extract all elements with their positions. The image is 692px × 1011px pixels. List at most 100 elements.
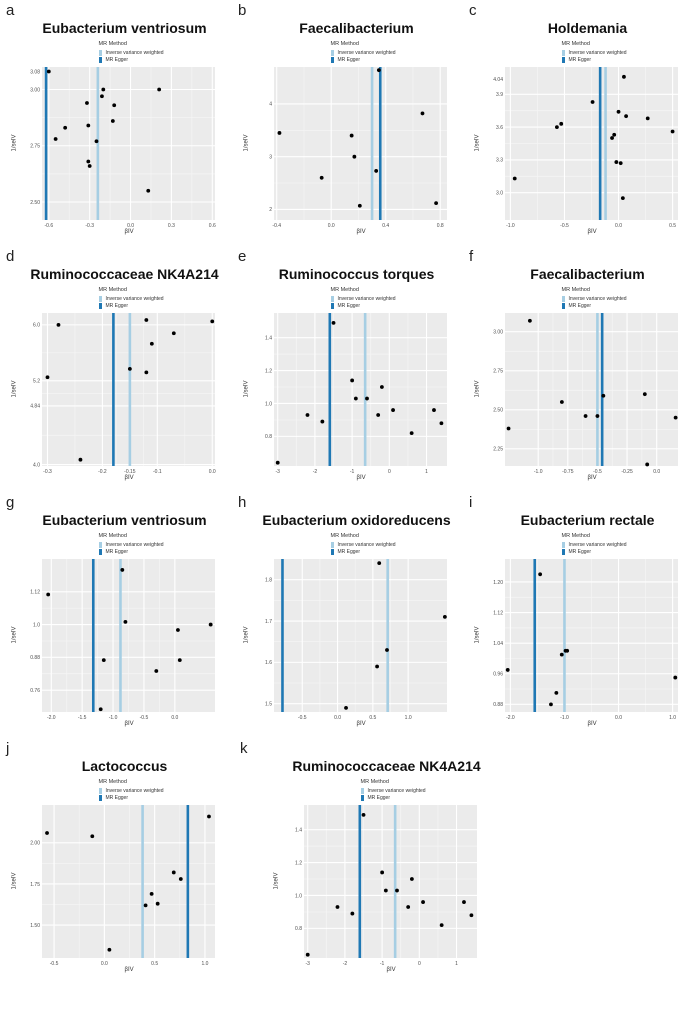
legend-swatch	[330, 303, 334, 309]
data-point	[120, 568, 125, 572]
panel-letter: c	[469, 2, 477, 19]
data-point	[87, 164, 92, 168]
panel-letter: i	[469, 494, 473, 511]
legend-entry: Inverse variance weighted	[98, 296, 164, 303]
x-tick-label: 1	[455, 961, 458, 967]
data-point	[565, 648, 570, 653]
legend: MR Method Inverse variance weighted MR Egg…	[98, 779, 164, 802]
data-point	[590, 100, 595, 104]
legend-label: Inverse variance weighted	[105, 787, 164, 794]
data-point	[395, 888, 399, 893]
y-tick-label: 3.3	[496, 158, 503, 164]
x-tick-label: -0.5	[50, 961, 59, 967]
data-point	[357, 203, 362, 208]
x-tick-label: 0.0	[328, 223, 335, 229]
x-tick-label: 0.0	[127, 223, 134, 229]
chart-panel-h: h Eubacterium oxidoreducens MR Method Inver…	[232, 492, 461, 735]
y-axis-label: 1/seIV	[474, 625, 481, 644]
x-tick-label: 0.0	[615, 223, 622, 229]
chart-panel-f: f Faecalibacterium MR Method Inverse varian…	[463, 246, 692, 489]
legend: MR Method Inverse variance weighted MR Egg…	[330, 287, 396, 310]
panel-letter: k	[240, 740, 248, 757]
legend: MR Method Inverse variance weighted MR Egg…	[98, 287, 164, 310]
data-point	[94, 139, 99, 144]
plot-svg: -0.5 0.0 0.5 1.0 1.5 1.6 1.7 1.8	[265, 559, 447, 721]
legend-label: MR Egger	[337, 302, 361, 309]
data-point	[56, 322, 61, 327]
data-point	[177, 658, 182, 662]
panel-letter: f	[469, 248, 474, 265]
panel-title: Lactococcus	[81, 758, 168, 774]
x-tick-label: 0.0	[615, 715, 622, 721]
legend-entry: MR Egger	[330, 549, 396, 556]
legend-label: MR Egger	[105, 56, 129, 63]
chart-panel-b: b Faecalibacterium MR Method Inverse varian…	[232, 0, 461, 243]
data-point	[432, 408, 436, 412]
data-point	[469, 913, 474, 918]
plot-svg: -2.0 -1.5 -1.0 -0.5 0.0 0.76 0.88 1.0 1.12	[30, 559, 215, 721]
data-point	[144, 370, 149, 375]
y-axis-label: 1/seIV	[474, 133, 481, 152]
x-tick-label: -0.75	[562, 469, 574, 475]
data-point	[63, 125, 68, 130]
data-point	[154, 669, 159, 673]
x-tick-label: -0.3	[85, 223, 94, 229]
data-point	[380, 870, 385, 875]
data-point	[583, 414, 588, 418]
legend-title: MR Method	[330, 41, 359, 47]
legend-label: Inverse variance weighted	[568, 295, 627, 302]
y-tick-label: 1.20	[493, 580, 503, 586]
data-point	[538, 572, 543, 577]
legend-label: MR Egger	[367, 794, 391, 801]
x-tick-label: -0.2	[98, 469, 107, 475]
plot-area	[274, 67, 447, 220]
legend-entry: Inverse variance weighted	[330, 542, 396, 549]
legend-label: MR Egger	[568, 302, 592, 309]
y-axis-label: 1/seIV	[474, 379, 481, 398]
y-tick-label: 1.4	[295, 827, 302, 833]
data-point	[377, 561, 382, 566]
x-axis-label: βIV	[587, 721, 597, 727]
legend: MR Method Inverse variance weighted MR Egg…	[561, 287, 627, 310]
legend-entry: Inverse variance weighted	[330, 50, 396, 57]
data-point	[595, 414, 600, 418]
data-point	[155, 901, 160, 906]
x-tick-label: 0.0	[209, 469, 216, 475]
x-tick-label: -1.0	[506, 223, 515, 229]
legend-title: MR Method	[98, 41, 127, 47]
y-tick-label: 2.50	[493, 408, 503, 414]
panel-title: Ruminococcaceae NK4A214	[30, 266, 219, 282]
data-point	[171, 331, 176, 336]
data-point	[374, 169, 379, 173]
data-point	[101, 658, 106, 662]
y-tick-label: 4.84	[30, 404, 40, 410]
y-tick-label: 1.2	[295, 860, 302, 866]
plot-area	[42, 805, 215, 958]
y-tick-label: 3.08	[30, 69, 40, 75]
data-point	[505, 668, 510, 672]
data-point	[673, 415, 678, 420]
legend-entry: MR Egger	[561, 57, 627, 64]
legend-swatch	[561, 296, 565, 302]
x-tick-label: 0.5	[669, 223, 676, 229]
data-point	[409, 877, 414, 881]
x-tick-label: 0.0	[101, 961, 108, 967]
x-tick-label: 0	[388, 469, 391, 475]
x-axis-label: βIV	[356, 475, 366, 481]
data-point	[112, 103, 117, 108]
y-tick-label: 0.76	[30, 688, 40, 694]
legend-swatch	[98, 542, 102, 548]
chart-panel-e: e Ruminococcus torques MR Method Inverse va…	[232, 246, 461, 489]
data-point	[391, 408, 395, 412]
data-point	[645, 462, 650, 467]
y-axis-label: 1/seIV	[11, 625, 18, 644]
plot-svg: -2.0 -1.0 0.0 1.0 0.88 0.96 1.04 1.12 1.20	[493, 559, 678, 721]
legend-entry: Inverse variance weighted	[360, 788, 426, 795]
data-point	[101, 87, 106, 92]
legend-swatch	[360, 795, 364, 801]
legend-label: MR Egger	[105, 548, 129, 555]
data-point	[275, 460, 280, 465]
panel-letter: g	[6, 494, 15, 511]
legend-entry: MR Egger	[98, 303, 164, 310]
y-tick-label: 2	[269, 207, 272, 213]
